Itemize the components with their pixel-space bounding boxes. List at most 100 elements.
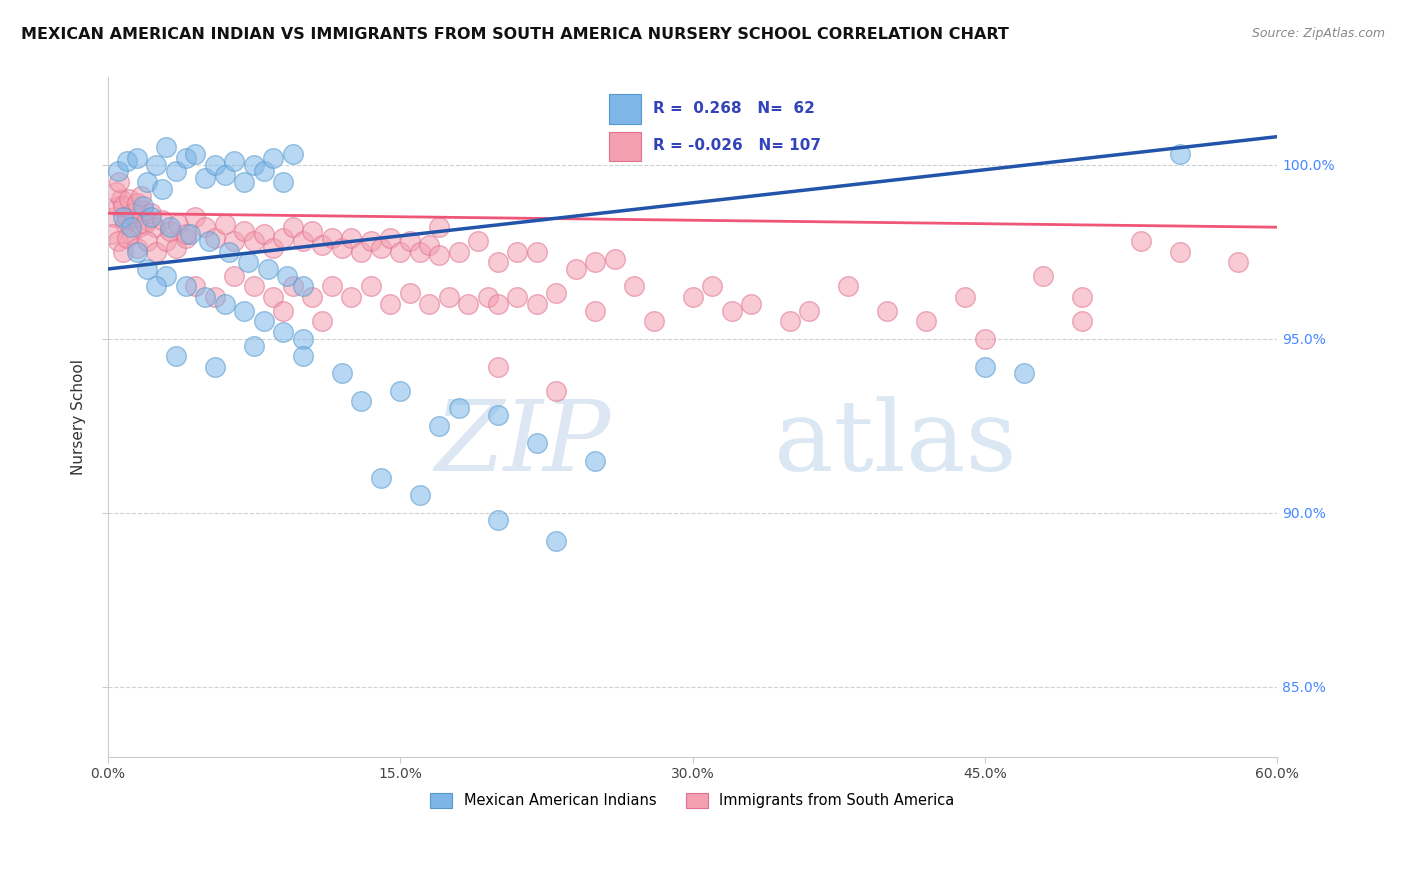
Point	[174, 279, 197, 293]
Point	[134, 217, 156, 231]
Point	[112, 244, 135, 259]
Point	[583, 303, 606, 318]
Point	[271, 303, 294, 318]
Y-axis label: Nursery School: Nursery School	[72, 359, 86, 475]
Point	[179, 227, 201, 242]
Point	[107, 199, 129, 213]
Point	[243, 234, 266, 248]
Point	[139, 210, 162, 224]
Point	[546, 533, 568, 548]
Point	[262, 151, 284, 165]
Point	[108, 175, 131, 189]
Point	[1129, 234, 1152, 248]
Point	[253, 314, 276, 328]
Point	[214, 168, 236, 182]
Point	[167, 217, 190, 231]
Point	[204, 290, 226, 304]
Point	[281, 220, 304, 235]
Text: Source: ZipAtlas.com: Source: ZipAtlas.com	[1251, 27, 1385, 40]
Point	[955, 290, 977, 304]
Point	[117, 210, 139, 224]
Point	[276, 268, 298, 283]
Point	[291, 349, 314, 363]
Point	[145, 157, 167, 171]
Point	[114, 217, 136, 231]
Point	[291, 234, 314, 248]
Point	[155, 234, 177, 248]
Point	[486, 297, 509, 311]
Point	[700, 279, 723, 293]
Point	[271, 175, 294, 189]
Point	[135, 213, 157, 227]
Point	[311, 237, 333, 252]
Point	[427, 418, 450, 433]
Point	[165, 164, 187, 178]
Point	[486, 359, 509, 374]
Point	[165, 349, 187, 363]
Point	[399, 286, 422, 301]
Point	[330, 241, 353, 255]
Point	[408, 488, 430, 502]
Point	[408, 244, 430, 259]
Point	[447, 401, 470, 416]
Point	[526, 244, 548, 259]
Point	[124, 210, 146, 224]
Point	[145, 244, 167, 259]
Point	[1168, 147, 1191, 161]
Point	[720, 303, 742, 318]
Point	[155, 268, 177, 283]
Point	[253, 164, 276, 178]
Point	[467, 234, 489, 248]
Point	[224, 154, 246, 169]
Point	[110, 192, 132, 206]
Point	[583, 255, 606, 269]
Point	[360, 234, 382, 248]
Point	[107, 164, 129, 178]
Point	[150, 213, 173, 227]
Point	[112, 199, 135, 213]
Point	[262, 290, 284, 304]
Point	[117, 230, 139, 244]
Point	[184, 279, 207, 293]
Point	[233, 224, 256, 238]
Point	[477, 290, 499, 304]
Legend: Mexican American Indians, Immigrants from South America: Mexican American Indians, Immigrants fro…	[425, 787, 960, 814]
Point	[233, 303, 256, 318]
Point	[506, 290, 529, 304]
Point	[120, 227, 142, 242]
Point	[623, 279, 645, 293]
Point	[100, 227, 122, 242]
Point	[145, 279, 167, 293]
Point	[139, 206, 162, 220]
Point	[437, 290, 460, 304]
Point	[915, 314, 938, 328]
Point	[120, 220, 142, 235]
Point	[380, 230, 402, 244]
Point	[321, 230, 343, 244]
Point	[1071, 314, 1094, 328]
Point	[321, 279, 343, 293]
Point	[340, 230, 363, 244]
Point	[526, 297, 548, 311]
Point	[1227, 255, 1250, 269]
Point	[457, 297, 479, 311]
Point	[271, 230, 294, 244]
Point	[506, 244, 529, 259]
Point	[128, 220, 150, 235]
Point	[682, 290, 704, 304]
Point	[291, 332, 314, 346]
Point	[243, 157, 266, 171]
Point	[973, 332, 995, 346]
Point	[643, 314, 665, 328]
Point	[427, 248, 450, 262]
Point	[132, 202, 155, 217]
Point	[103, 210, 125, 224]
Point	[340, 290, 363, 304]
Point	[132, 199, 155, 213]
Point	[271, 325, 294, 339]
Point	[125, 151, 148, 165]
Point	[486, 513, 509, 527]
Point	[117, 154, 139, 169]
Point	[125, 195, 148, 210]
Point	[526, 436, 548, 450]
